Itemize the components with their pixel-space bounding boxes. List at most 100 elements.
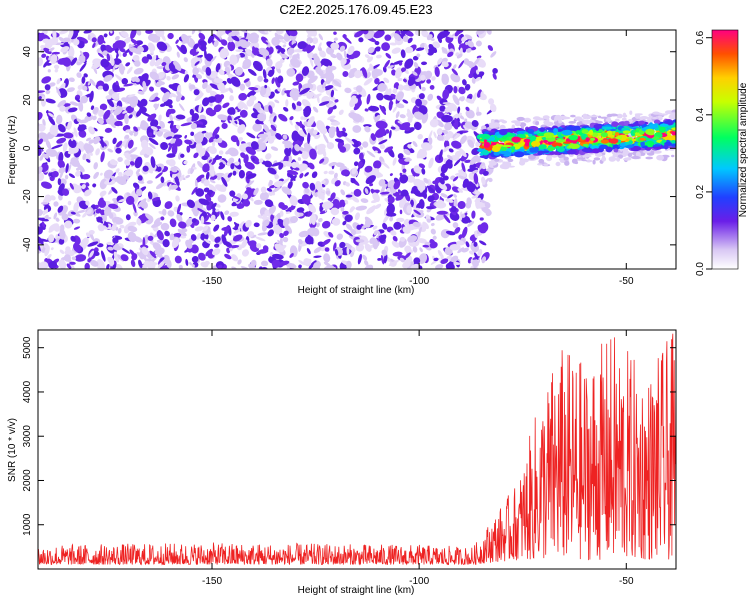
noise-blob <box>57 205 64 213</box>
noise-blob <box>54 68 59 73</box>
noise-blob <box>201 130 207 134</box>
noise-blob <box>81 184 86 190</box>
noise-blob <box>275 132 283 140</box>
noise-blob <box>433 257 439 262</box>
noise-blob <box>131 253 138 261</box>
noise-blob <box>376 54 382 59</box>
noise-blob <box>55 114 63 125</box>
noise-blob <box>232 170 237 176</box>
noise-blob <box>91 37 97 43</box>
noise-blob <box>121 97 130 103</box>
noise-blob <box>165 136 173 140</box>
noise-blob <box>213 78 224 84</box>
noise-blob <box>481 204 485 208</box>
noise-blob <box>58 36 66 43</box>
noise-blob <box>100 151 105 163</box>
noise-blob <box>364 217 372 228</box>
noise-blob <box>274 243 285 253</box>
noise-blob <box>278 38 287 44</box>
noise-blob <box>403 142 412 147</box>
noise-blob <box>399 236 406 242</box>
noise-blob <box>151 221 163 228</box>
noise-blob <box>444 122 453 131</box>
noise-blob <box>286 68 296 77</box>
noise-blob <box>51 51 61 55</box>
noise-blob <box>307 227 317 235</box>
noise-blob <box>399 174 409 184</box>
noise-blob <box>107 98 115 108</box>
noise-blob <box>412 55 419 61</box>
noise-blob <box>296 53 300 58</box>
noise-blob <box>207 34 215 44</box>
noise-blob <box>139 146 150 156</box>
noise-blob <box>133 76 140 83</box>
noise-blob <box>118 62 125 75</box>
noise-blob <box>175 94 182 102</box>
band-halo-blob <box>593 157 601 161</box>
noise-blob <box>227 31 240 37</box>
noise-blob <box>273 180 284 188</box>
noise-blob <box>85 182 90 187</box>
noise-blob <box>93 162 98 170</box>
noise-blob <box>111 187 118 194</box>
noise-blob <box>264 84 268 89</box>
snr-panel: -150 -100 -50 1000 2000 3000 4000 5000 Height o… <box>7 329 677 596</box>
noise-blob <box>330 42 340 50</box>
noise-blob <box>345 137 355 145</box>
band-halo-blob <box>627 153 633 157</box>
noise-blob <box>44 194 52 203</box>
noise-blob <box>364 125 371 133</box>
noise-blob <box>142 80 147 90</box>
band-blob <box>617 135 623 140</box>
noise-blob <box>215 209 220 213</box>
noise-blob <box>422 244 430 248</box>
band-blob <box>664 135 676 142</box>
noise-blob <box>281 160 294 167</box>
noise-blob <box>216 174 222 181</box>
noise-blob <box>53 225 61 232</box>
band-halo-blob <box>516 116 525 121</box>
noise-blob <box>282 217 290 227</box>
noise-blob <box>141 75 147 83</box>
noise-blob <box>156 41 168 52</box>
noise-blob <box>184 134 188 139</box>
noise-blob <box>432 235 437 240</box>
noise-blob <box>359 146 363 150</box>
noise-blob <box>468 73 474 79</box>
noise-blob <box>421 167 426 175</box>
noise-blob <box>354 30 364 38</box>
noise-blob <box>487 45 494 51</box>
noise-blob <box>445 230 456 236</box>
noise-blob <box>366 150 376 158</box>
noise-blob <box>52 30 57 39</box>
band-blob <box>599 144 609 149</box>
x-tick-label: -150 <box>202 276 222 287</box>
noise-blob <box>396 91 405 101</box>
noise-blob <box>461 36 467 42</box>
noise-blob <box>132 202 137 213</box>
noise-blob <box>244 180 255 188</box>
noise-blob <box>282 134 288 140</box>
noise-blob <box>239 52 246 58</box>
noise-blob <box>253 199 263 205</box>
noise-blob <box>106 118 114 125</box>
band-blob <box>491 146 501 153</box>
noise-blob <box>270 124 277 132</box>
noise-blob <box>322 149 327 157</box>
noise-blob <box>100 138 105 148</box>
noise-blob <box>436 134 444 141</box>
noise-blob <box>464 118 468 123</box>
noise-blob <box>147 191 153 200</box>
noise-blob <box>51 144 63 150</box>
noise-blob <box>111 222 117 232</box>
noise-blob <box>313 255 322 258</box>
noise-blob <box>255 137 266 145</box>
noise-blob <box>210 191 216 198</box>
noise-blob <box>339 241 346 249</box>
noise-blob <box>128 147 138 154</box>
noise-blob <box>41 221 46 228</box>
noise-blob <box>110 175 115 180</box>
noise-blob <box>250 155 260 165</box>
band-blob <box>528 133 533 137</box>
noise-blob <box>208 146 217 155</box>
